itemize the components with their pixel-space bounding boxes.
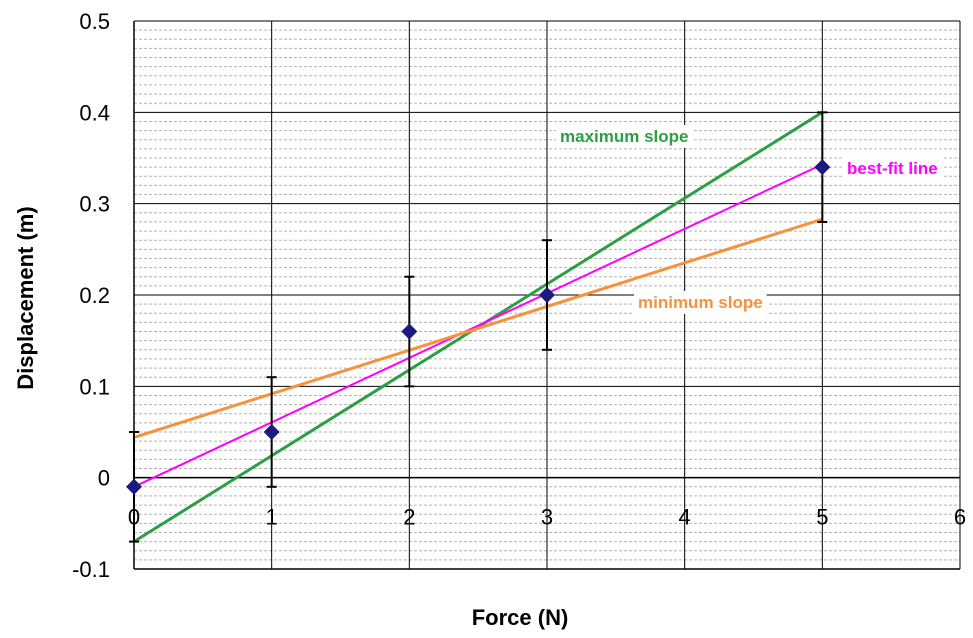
y-tick-label: 0 (98, 466, 110, 491)
y-tick-label: 0.2 (79, 283, 110, 308)
line-label-background (556, 125, 693, 148)
data-point (401, 323, 418, 340)
x-tick-label: 5 (816, 505, 828, 530)
x-tick-label: 2 (403, 505, 415, 530)
y-tick-label: 0.4 (79, 100, 110, 125)
y-tick-label: 0.1 (79, 374, 110, 399)
y-tick-label: -0.1 (72, 557, 110, 582)
x-tick-label: 1 (266, 505, 278, 530)
tick-labels: -0.100.10.20.30.40.50123456 (72, 9, 966, 582)
data-points (126, 159, 831, 495)
line-annotations: maximum slope best-fit line minimum slope (556, 125, 942, 314)
line-label-background (634, 291, 767, 314)
x-tick-label: 4 (679, 505, 691, 530)
line-label: minimum slope (638, 293, 763, 312)
x-axis-title: Force (N) (472, 605, 569, 630)
fit-line (133, 217, 823, 439)
line-label-background (843, 157, 942, 180)
data-point (263, 424, 280, 440)
y-tick-label: 0.3 (79, 192, 110, 217)
y-tick-label: 0.5 (79, 9, 110, 34)
x-tick-label: 3 (541, 505, 553, 530)
fit-line (133, 163, 823, 488)
line-label: best-fit line (847, 159, 938, 178)
x-tick-label: 6 (954, 505, 966, 530)
data-point (126, 478, 142, 495)
fit-lines (133, 111, 824, 543)
y-axis-title: Displacement (m) (13, 206, 38, 389)
data-point (814, 159, 831, 176)
line-label: maximum slope (560, 127, 689, 146)
data-point (539, 287, 555, 303)
